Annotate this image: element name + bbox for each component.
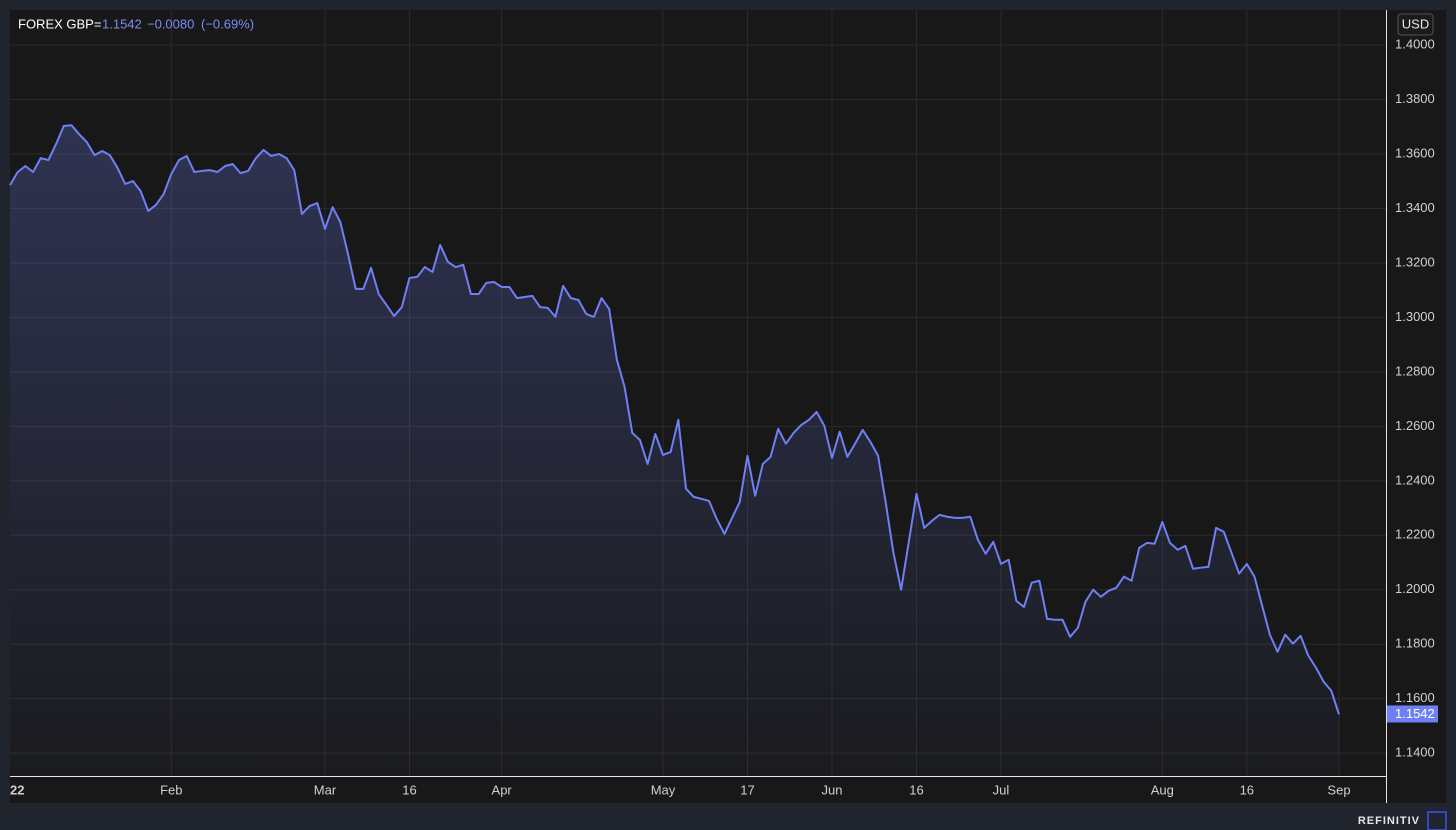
x-tick-label: Sep — [1327, 782, 1350, 797]
last-value-label: 1.1542 — [1395, 706, 1435, 721]
currency[interactable]: USD — [1402, 16, 1429, 31]
quote-change: −0.0080 — [147, 16, 194, 31]
y-tick-label: 1.3400 — [1395, 200, 1435, 215]
quote-change-pct: (−0.69%) — [201, 16, 254, 31]
y-tick-label: 1.3000 — [1395, 309, 1435, 324]
y-tick-label: 1.1400 — [1395, 745, 1435, 760]
currency-box[interactable] — [1397, 13, 1434, 36]
line — [9, 124, 1340, 715]
quote-price: 1.1542 — [102, 16, 142, 31]
x-tick-label: 17 — [740, 782, 754, 797]
y-tick-label: 1.4000 — [1395, 37, 1435, 52]
y-tick-label: 1.3600 — [1395, 145, 1435, 160]
area — [10, 125, 1339, 776]
x-tick-label: Feb — [160, 782, 182, 797]
last-value-tag — [1387, 705, 1438, 723]
brand-logo — [1427, 811, 1447, 830]
y-tick-label: 1.2800 — [1395, 363, 1435, 378]
y-tick-label: 1.2000 — [1395, 581, 1435, 596]
x-tick-label: 22 — [10, 782, 24, 797]
y-tick-label: 1.3800 — [1395, 91, 1435, 106]
y-tick-label: 1.2600 — [1395, 418, 1435, 433]
x-tick-label: 16 — [1240, 782, 1254, 797]
y-tick-label: 1.3200 — [1395, 254, 1435, 269]
x-tick-label: Apr — [492, 782, 513, 797]
y-tick-label: 1.1800 — [1395, 636, 1435, 651]
y-tick-label: 1.2400 — [1395, 472, 1435, 487]
chart-title: FOREX GBP= — [18, 16, 101, 31]
x-tick-label: May — [651, 782, 676, 797]
x-tick-label: Aug — [1151, 782, 1174, 797]
x-tick-label: Jun — [821, 782, 842, 797]
brand: REFINITIV — [1358, 815, 1420, 827]
y-tick-label: 1.1600 — [1395, 690, 1435, 705]
x-tick-label: 16 — [909, 782, 923, 797]
y-tick-label: 1.2200 — [1395, 527, 1435, 542]
plot — [9, 124, 1340, 776]
x-tick-label: 16 — [402, 782, 416, 797]
axes: 1.1400 1.1600 1.1800 1.2000 1.2200 1.2400 1.26… — [10, 37, 1438, 797]
x-tick-label: Mar — [314, 782, 337, 797]
x-tick-label: Jul — [993, 782, 1010, 797]
